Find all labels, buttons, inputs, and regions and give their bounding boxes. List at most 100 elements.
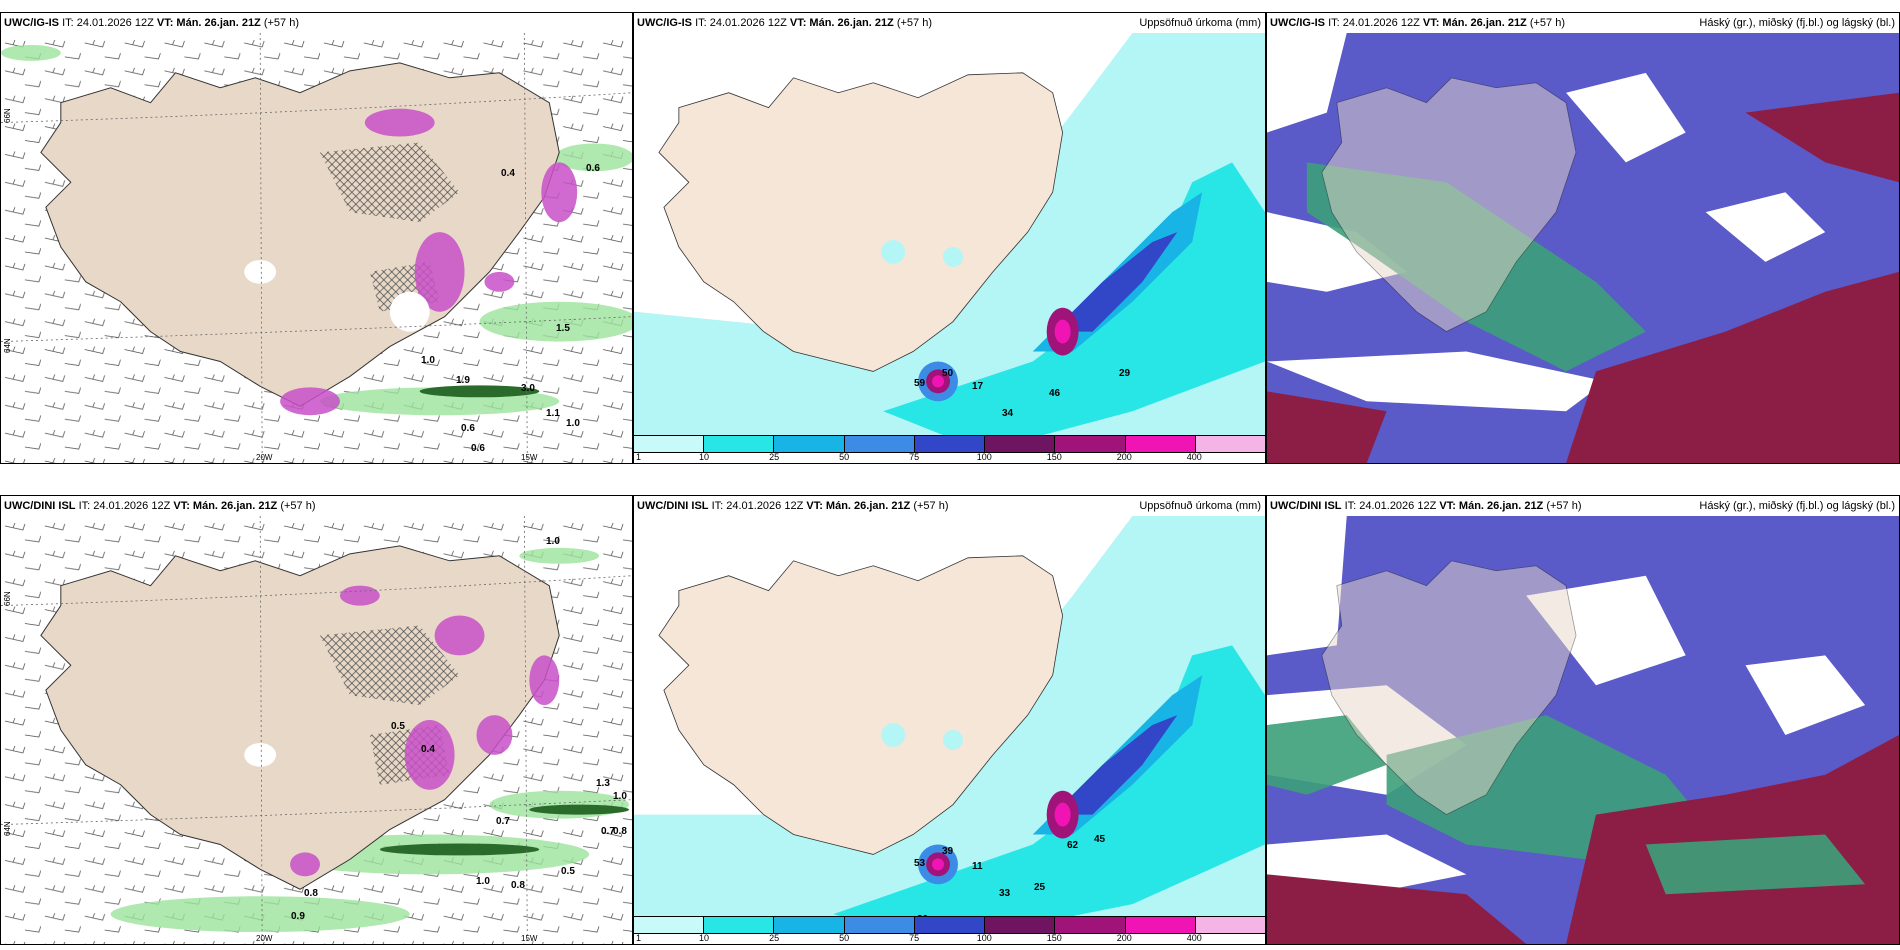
wind-value: 1.0 bbox=[476, 876, 490, 887]
precip-value: 33 bbox=[999, 888, 1011, 899]
valid-time: VT: Mán. 26.jan. 21Z bbox=[789, 17, 894, 29]
colorbar-label: 75 bbox=[909, 933, 920, 943]
map-precip-accum-top: 50 59 17 38 34 46 29 1 10 25 50 75 100 bbox=[634, 33, 1265, 463]
panel-header: UWC/IG-IS IT: 24.01.2026 12Z VT: Mán. 26… bbox=[634, 13, 1265, 33]
lat-label-64n: 64N bbox=[3, 338, 12, 353]
map-precip-accum-bottom: 39 53 11 33 30 25 45 62 1 10 25 50 75 bbox=[634, 516, 1265, 944]
map-clouds-top bbox=[1267, 33, 1899, 463]
colorbar-label: 50 bbox=[839, 452, 850, 462]
wind-value: 0.9 bbox=[291, 911, 305, 922]
colorbar-label: 400 bbox=[1186, 452, 1202, 462]
colorbar-swatch bbox=[914, 436, 986, 452]
lead-time: (+57 h) bbox=[1546, 500, 1582, 512]
colorbar-label: 200 bbox=[1116, 452, 1132, 462]
colorbar-label: 1 bbox=[636, 933, 642, 943]
precip-value: 62 bbox=[1067, 840, 1079, 851]
map-precip-type-bottom: 20W 15W 66N 64N 1.0 0.5 0.4 0.7 1.3 1.0 … bbox=[1, 516, 632, 944]
colorbar-top: 1 10 25 50 75 100 150 200 400 bbox=[634, 435, 1265, 463]
wind-value: 0.8 bbox=[304, 888, 318, 899]
lead-time: (+57 h) bbox=[896, 17, 933, 29]
colorbar-swatch bbox=[1125, 436, 1196, 452]
lat-label-64n: 64N bbox=[3, 821, 12, 836]
colorbar-label: 10 bbox=[699, 933, 710, 943]
colorbar-label: 150 bbox=[1046, 452, 1062, 462]
valid-time: VT: Mán. 26.jan. 21Z bbox=[806, 500, 911, 512]
wind-value: 1.0 bbox=[421, 355, 435, 366]
colorbar-swatch bbox=[1195, 917, 1265, 933]
panel-header: UWC/DINI ISL IT: 24.01.2026 12Z VT: Mán.… bbox=[1, 496, 632, 516]
colorbar-swatch bbox=[634, 436, 705, 452]
colorbar-swatch bbox=[1055, 917, 1126, 933]
wind-value: 0.5 bbox=[391, 721, 405, 732]
colorbar-swatch bbox=[704, 917, 775, 933]
colorbar-swatch bbox=[1195, 436, 1265, 452]
wind-value: 0.6 bbox=[471, 443, 485, 454]
colorbar-swatch bbox=[844, 917, 915, 933]
wind-value: 1.0 bbox=[613, 791, 627, 802]
colorbar-swatch bbox=[985, 436, 1056, 452]
colorbar-swatch bbox=[1125, 917, 1196, 933]
panel-clouds-bottom: UWC/DINI ISL IT: 24.01.2026 12Z VT: Mán.… bbox=[1266, 495, 1900, 945]
model-label: UWC/DINI ISL bbox=[4, 500, 76, 512]
valid-time: VT: Mán. 26.jan. 21Z bbox=[156, 17, 261, 29]
wind-value: 0.6 bbox=[586, 163, 600, 174]
panel-precip-accum-top: UWC/IG-IS IT: 24.01.2026 12Z VT: Mán. 26… bbox=[633, 12, 1266, 464]
init-time: IT: 24.01.2026 12Z bbox=[78, 500, 171, 512]
wind-value: 3.0 bbox=[521, 383, 535, 394]
precip-value: 59 bbox=[914, 378, 926, 389]
colorbar-swatches bbox=[634, 435, 1265, 453]
wind-value: 1.1 bbox=[546, 408, 560, 419]
valid-time: VT: Mán. 26.jan. 21Z bbox=[173, 500, 278, 512]
colorbar-swatch bbox=[1055, 436, 1126, 452]
colorbar-label: 25 bbox=[769, 933, 780, 943]
colorbar-label: 1 bbox=[636, 452, 642, 462]
colorbar-swatches bbox=[634, 916, 1265, 934]
panel-title: Háský (gr.), miðský (fj.bl.) og lágský (… bbox=[1699, 500, 1895, 512]
lon-label-15w: 15W bbox=[521, 934, 538, 943]
colorbar-swatch bbox=[914, 917, 986, 933]
precip-value: 53 bbox=[914, 858, 926, 869]
panel-precip-type-top: UWC/IG-IS IT: 24.01.2026 12Z VT: Mán. 26… bbox=[0, 12, 633, 464]
colorbar-swatch bbox=[985, 917, 1056, 933]
lead-time: (+57 h) bbox=[1529, 17, 1566, 29]
precip-value: 50 bbox=[942, 368, 954, 379]
panel-header: UWC/DINI ISL IT: 24.01.2026 12Z VT: Mán.… bbox=[634, 496, 1265, 516]
init-time: IT: 24.01.2026 12Z bbox=[62, 17, 154, 29]
model-label: UWC/IG-IS bbox=[1270, 17, 1325, 29]
wind-value: 0.7 bbox=[496, 816, 510, 827]
precip-value: 29 bbox=[1119, 368, 1131, 379]
colorbar-swatch bbox=[704, 436, 775, 452]
lon-label-20w: 20W bbox=[256, 453, 273, 462]
map-clouds-bottom bbox=[1267, 516, 1899, 944]
colorbar-swatch bbox=[774, 436, 845, 452]
lat-label-66n: 66N bbox=[3, 108, 12, 123]
valid-time: VT: Mán. 26.jan. 21Z bbox=[1439, 500, 1544, 512]
wind-value: 1.3 bbox=[596, 778, 610, 789]
precip-value: 25 bbox=[1034, 882, 1046, 893]
colorbar-label: 150 bbox=[1046, 933, 1062, 943]
colorbar-label: 75 bbox=[909, 452, 920, 462]
init-time: IT: 24.01.2026 12Z bbox=[711, 500, 804, 512]
precip-value: 34 bbox=[1002, 408, 1014, 419]
colorbar-label: 100 bbox=[976, 452, 992, 462]
wind-value: 1.5 bbox=[556, 323, 570, 334]
wind-value: 0.8 bbox=[613, 826, 627, 837]
precip-value: 11 bbox=[972, 861, 983, 872]
lead-time: (+57 h) bbox=[280, 500, 316, 512]
panel-header: UWC/DINI ISL IT: 24.01.2026 12Z VT: Mán.… bbox=[1267, 496, 1899, 516]
wind-value: 0.5 bbox=[561, 866, 575, 877]
panel-title: Uppsöfnuð úrkoma (mm) bbox=[1139, 500, 1261, 512]
lat-label-66n: 66N bbox=[3, 591, 12, 606]
panel-header: UWC/IG-IS IT: 24.01.2026 12Z VT: Mán. 26… bbox=[1267, 13, 1899, 33]
panel-precip-accum-bottom: UWC/DINI ISL IT: 24.01.2026 12Z VT: Mán.… bbox=[633, 495, 1266, 945]
wind-value: 0.4 bbox=[421, 744, 435, 755]
wind-value: 1.0 bbox=[566, 418, 580, 429]
colorbar-swatch bbox=[634, 917, 705, 933]
lead-time: (+57 h) bbox=[263, 17, 300, 29]
panel-precip-type-bottom: UWC/DINI ISL IT: 24.01.2026 12Z VT: Mán.… bbox=[0, 495, 633, 945]
lead-time: (+57 h) bbox=[913, 500, 949, 512]
colorbar-swatch bbox=[774, 917, 845, 933]
init-time: IT: 24.01.2026 12Z bbox=[1344, 500, 1437, 512]
init-time: IT: 24.01.2026 12Z bbox=[695, 17, 787, 29]
colorbar-label: 200 bbox=[1116, 933, 1132, 943]
